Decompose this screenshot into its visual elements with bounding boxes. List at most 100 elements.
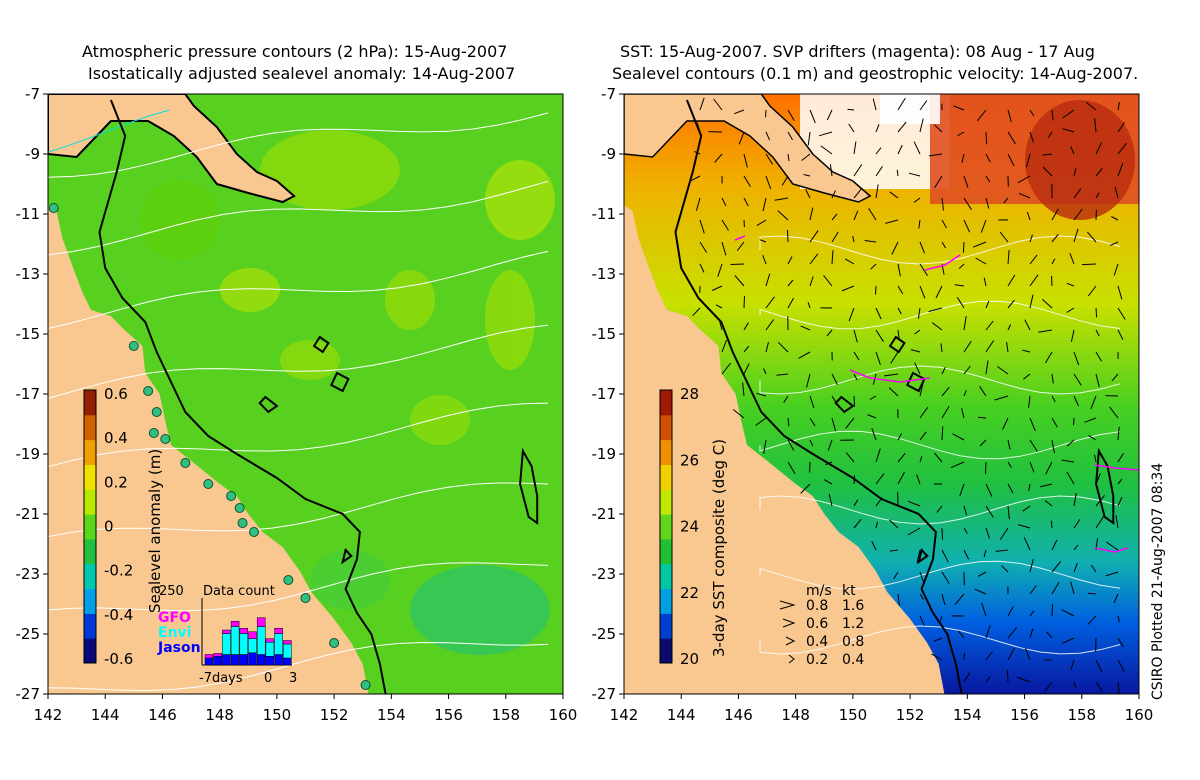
- velocity-arrow: [763, 439, 767, 454]
- colorbar-tick-label: 28: [680, 385, 699, 403]
- velocity-arrow: [1025, 647, 1031, 661]
- inset-bar-envi: [283, 643, 292, 659]
- inset-bar-gfo: [230, 621, 240, 627]
- colorbar-swatch: [660, 613, 672, 639]
- velocity-arrow: [914, 329, 921, 335]
- velocity-arrow: [897, 452, 906, 463]
- velocity-arrow: [776, 373, 789, 376]
- colorbar-swatch: [660, 414, 672, 441]
- y-tick-label: -25: [16, 625, 41, 643]
- velocity-arrow: [787, 131, 793, 141]
- velocity-arrow: [853, 329, 858, 343]
- y-tick-label: -17: [592, 385, 617, 403]
- inset-ymax-label: 250: [159, 584, 184, 599]
- x-tick-label: 154: [953, 706, 982, 724]
- velocity-legend-arrow: [782, 618, 796, 628]
- velocity-arrow: [1117, 637, 1124, 648]
- velocity-legend-ms: 0.6: [806, 616, 828, 632]
- velocity-arrow: [798, 351, 811, 359]
- inset-legend-envi: Envi: [158, 625, 191, 641]
- velocity-arrow: [889, 549, 899, 552]
- velocity-arrow: [1051, 208, 1059, 221]
- velocity-arrow: [1117, 615, 1120, 623]
- velocity-arrow: [1095, 307, 1098, 318]
- velocity-arrow: [1007, 299, 1015, 309]
- tide-gauge-marker: [226, 491, 237, 501]
- drifter-track: [1094, 464, 1139, 471]
- velocity-arrow: [941, 571, 950, 584]
- inset-x-right: 3: [289, 671, 297, 686]
- pressure-contour: [48, 112, 549, 178]
- velocity-arrow: [918, 219, 921, 229]
- colorbar-swatch: [84, 489, 96, 515]
- colorbar-swatch: [84, 588, 96, 614]
- velocity-arrow: [1070, 329, 1075, 342]
- colorbar-swatch: [660, 588, 672, 614]
- x-tick-label: 160: [549, 706, 578, 724]
- velocity-arrow: [963, 549, 970, 560]
- velocity-arrow: [1070, 659, 1075, 670]
- velocity-arrow: [1073, 562, 1078, 573]
- velocity-arrow: [985, 651, 993, 661]
- colorbar-swatch: [84, 514, 96, 540]
- velocity-arrow: [1002, 417, 1009, 430]
- velocity-arrow: [963, 197, 972, 210]
- velocity-arrow: [1051, 417, 1058, 428]
- velocity-arrow: [1029, 628, 1034, 639]
- velocity-arrow: [1029, 254, 1038, 265]
- velocity-arrow: [1070, 146, 1075, 155]
- velocity-arrow: [853, 395, 855, 407]
- velocity-arrow: [695, 197, 701, 211]
- velocity-arrow: [1050, 520, 1053, 529]
- pressure-contour: [48, 402, 549, 470]
- velocity-arrow: [777, 341, 789, 353]
- velocity-arrow: [891, 241, 899, 255]
- velocity-arrow: [1038, 329, 1053, 333]
- velocity-arrow: [1084, 417, 1097, 423]
- velocity-arrow: [853, 518, 862, 529]
- tide-gauge-marker: [48, 203, 59, 213]
- velocity-arrow: [999, 231, 1009, 243]
- velocity-arrow: [963, 219, 971, 233]
- colorbar-swatch: [660, 638, 672, 664]
- velocity-arrow: [765, 109, 767, 118]
- velocity-arrow: [1087, 592, 1097, 595]
- velocity-arrow: [844, 258, 855, 265]
- left-pressure-contours: [48, 109, 549, 694]
- velocity-arrow: [787, 461, 796, 475]
- velocity-arrow: [1017, 524, 1031, 529]
- y-tick-label: -15: [16, 325, 41, 343]
- y-tick-label: -27: [592, 685, 617, 703]
- x-tick-label: 142: [610, 706, 639, 724]
- inset-x-mid: 0: [264, 671, 272, 686]
- y-tick-label: -23: [592, 565, 617, 583]
- velocity-arrow: [893, 571, 899, 580]
- velocity-arrow: [1115, 515, 1119, 529]
- velocity-arrow: [1018, 192, 1031, 199]
- velocity-header-ms: m/s: [806, 583, 832, 599]
- velocity-arrow: [985, 483, 993, 497]
- pressure-contour: [48, 324, 549, 399]
- colorbar-tick-label: 0.2: [104, 473, 128, 491]
- velocity-arrow: [919, 455, 923, 463]
- y-tick-label: -21: [16, 505, 41, 523]
- velocity-arrow: [787, 153, 790, 162]
- velocity-arrow: [734, 109, 745, 115]
- velocity-arrow: [809, 109, 816, 124]
- velocity-arrow: [828, 493, 833, 507]
- y-tick-label: -9: [601, 145, 616, 163]
- velocity-arrow: [777, 210, 789, 221]
- velocity-arrow: [961, 408, 965, 419]
- velocity-arrow: [985, 300, 990, 309]
- inset-bar-jason: [222, 654, 231, 666]
- velocity-arrow: [928, 307, 943, 313]
- colorbar-tick-label: 0.4: [104, 429, 128, 447]
- tide-gauge-marker: [300, 593, 311, 603]
- velocity-arrow: [721, 219, 729, 231]
- colorbar-swatch: [660, 489, 672, 515]
- velocity-arrow: [732, 409, 745, 419]
- velocity-arrow: [765, 341, 769, 353]
- right-islands: [834, 335, 1115, 565]
- tide-gauge-marker: [143, 386, 154, 396]
